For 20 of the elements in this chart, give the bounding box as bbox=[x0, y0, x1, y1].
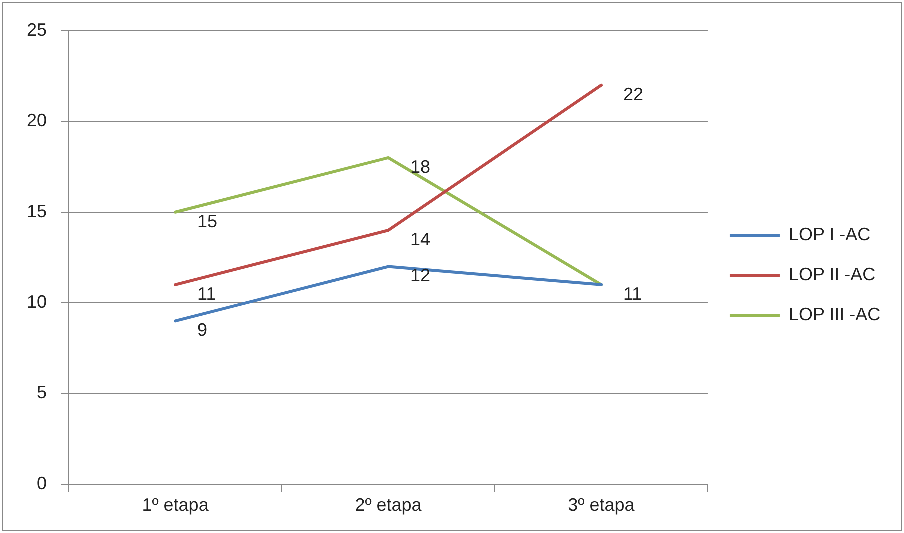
data-label: 14 bbox=[410, 229, 431, 250]
data-label: 9 bbox=[198, 320, 208, 340]
legend-label: LOP I -AC bbox=[788, 224, 871, 244]
y-tick-label: 5 bbox=[37, 382, 48, 403]
y-tick-label: 20 bbox=[26, 110, 48, 131]
data-label: 11 bbox=[623, 284, 642, 304]
y-tick-label: 25 bbox=[26, 20, 48, 40]
data-label: 11 bbox=[198, 284, 216, 304]
legend-label: LOP II -AC bbox=[788, 264, 876, 284]
data-label: 12 bbox=[410, 266, 431, 286]
x-tick-label: 2º etapa bbox=[355, 495, 423, 516]
y-tick-label: 10 bbox=[26, 292, 48, 312]
y-tick-label: 0 bbox=[37, 473, 48, 494]
data-label: 18 bbox=[410, 156, 431, 177]
x-tick-label: 1º etapa bbox=[142, 495, 210, 516]
legend-label: LOP III -AC bbox=[788, 304, 881, 324]
data-label: 22 bbox=[623, 84, 644, 104]
x-tick-label: 3º etapa bbox=[568, 495, 636, 516]
y-tick-label: 15 bbox=[26, 201, 48, 222]
data-label: 15 bbox=[198, 211, 218, 232]
